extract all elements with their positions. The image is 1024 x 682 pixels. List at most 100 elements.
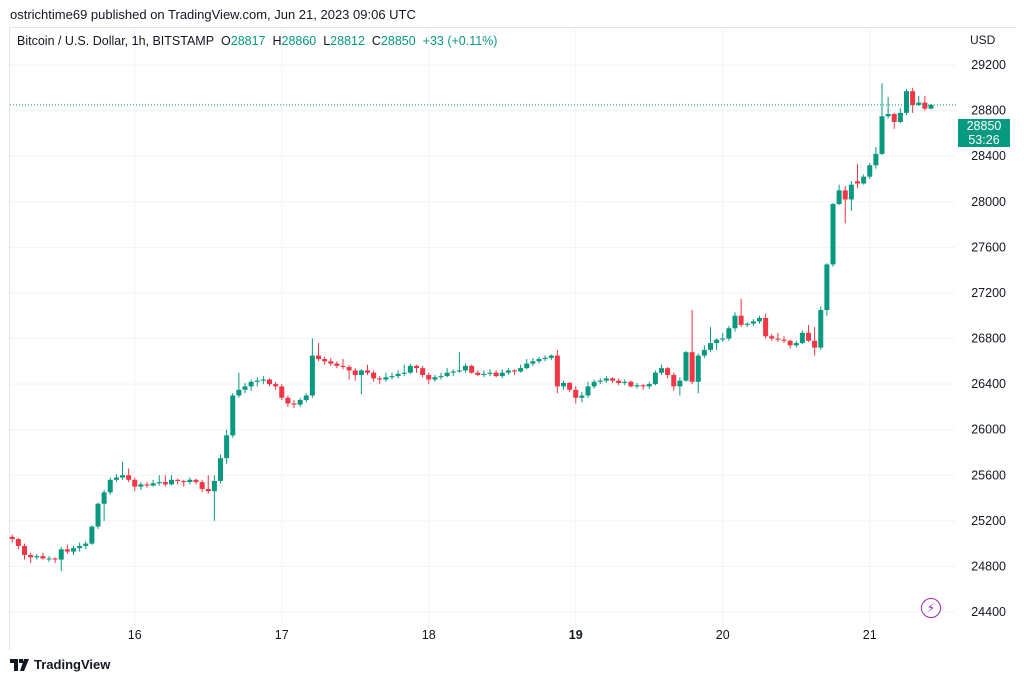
price-tick-label: 26000: [971, 423, 1006, 437]
candle-body: [689, 352, 695, 382]
candle: [126, 468, 132, 483]
candle: [395, 370, 401, 379]
candle: [58, 547, 64, 571]
candle-body: [309, 355, 315, 396]
candle: [885, 96, 891, 119]
candle: [708, 327, 713, 353]
candle: [689, 310, 695, 385]
candle: [818, 306, 824, 350]
close-label: C: [371, 34, 381, 48]
candle-body: [518, 368, 524, 372]
candle: [77, 542, 83, 552]
candle-body: [426, 374, 432, 380]
candle: [554, 349, 560, 394]
candle-body: [616, 380, 622, 383]
candle-body: [781, 339, 787, 341]
candle-body: [279, 386, 285, 398]
currency-label: USD: [970, 33, 996, 47]
candle-body: [830, 204, 836, 265]
candle-body: [708, 343, 713, 350]
candle: [205, 475, 211, 494]
candle-body: [701, 349, 707, 356]
candle: [493, 370, 499, 378]
candle-body: [303, 395, 309, 401]
candle-body: [775, 338, 781, 340]
candle-body: [420, 368, 426, 375]
candle-body: [897, 112, 903, 122]
price-tick-label: 28400: [971, 149, 1006, 163]
candle: [524, 359, 530, 370]
candle: [334, 361, 340, 369]
candle-body: [769, 336, 775, 339]
candle: [273, 381, 279, 390]
candle-body: [211, 480, 217, 492]
high-label: H: [272, 34, 282, 48]
candle: [95, 502, 101, 529]
candle: [407, 363, 413, 374]
lightning-icon[interactable]: ⚡︎: [921, 598, 941, 618]
candle: [867, 163, 873, 179]
candle-body: [205, 488, 211, 492]
candle: [634, 382, 640, 389]
candle: [101, 490, 107, 521]
candle: [646, 381, 652, 389]
candle-body: [824, 264, 830, 311]
candle-body: [493, 372, 499, 377]
candle-body: [9, 536, 15, 540]
candle: [420, 365, 426, 378]
candle: [309, 338, 315, 398]
candle-body: [297, 400, 303, 405]
candle: [720, 332, 726, 342]
candle-body: [573, 389, 579, 398]
candle-body: [665, 368, 671, 375]
candle-body: [787, 340, 793, 346]
candle-body: [401, 372, 407, 374]
candle: [346, 364, 352, 380]
price-tick-label: 25200: [971, 514, 1006, 528]
candle-body: [334, 363, 340, 366]
candle: [175, 478, 181, 485]
candle: [677, 377, 683, 396]
candle: [781, 336, 787, 344]
candle: [567, 381, 573, 393]
candle: [836, 184, 842, 206]
candle-body: [548, 355, 554, 358]
price-axis: 24400 24800 25200 25600 26000 26400 26800 27200…: [971, 58, 1006, 619]
candle-body: [481, 373, 487, 375]
candle: [542, 355, 548, 362]
candle: [285, 395, 291, 407]
candle: [879, 83, 885, 156]
candle: [169, 475, 174, 486]
tradingview-footer[interactable]: TradingView: [10, 657, 110, 672]
candle-body: [340, 365, 346, 367]
candle: [922, 95, 928, 111]
candle: [806, 324, 811, 342]
candle: [236, 372, 242, 398]
candle: [187, 477, 193, 485]
time-tick-label: 20: [716, 628, 730, 642]
price-tick-label: 25600: [971, 468, 1006, 482]
candle-body: [683, 352, 689, 381]
price-tick-label: 28000: [971, 195, 1006, 209]
candle-body: [585, 386, 591, 396]
candle: [248, 379, 254, 391]
candle-body: [591, 381, 597, 387]
candle-body: [22, 545, 27, 556]
candle-body: [248, 381, 254, 387]
candle-body: [230, 395, 236, 436]
candle-body: [463, 365, 468, 371]
candle: [352, 368, 358, 381]
candle-body: [432, 377, 438, 380]
bar-countdown: 53:26: [968, 133, 1000, 147]
candle: [830, 202, 836, 267]
last-price-label: 28850 53:26: [958, 119, 1010, 147]
candle: [371, 370, 377, 382]
candle-body: [720, 338, 726, 340]
candle-body: [254, 380, 260, 382]
candle-body: [224, 435, 230, 459]
candle: [628, 380, 634, 388]
candle-body: [450, 371, 456, 373]
candle-body: [916, 102, 922, 105]
candle: [193, 478, 199, 485]
